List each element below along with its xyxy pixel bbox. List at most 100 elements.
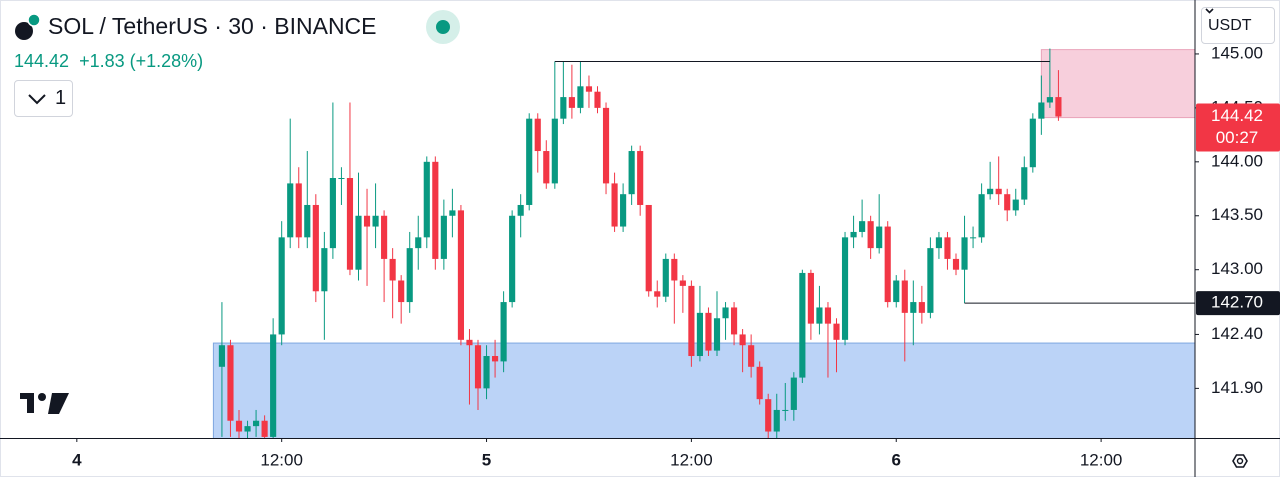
candle-body — [355, 215, 362, 270]
candle-body — [312, 204, 319, 292]
candle-body — [338, 178, 345, 180]
candle-body — [611, 183, 618, 227]
candle-body — [560, 97, 567, 119]
candle-body — [952, 258, 960, 270]
candle-body — [585, 86, 593, 92]
candle-body — [824, 307, 832, 324]
candle-body — [534, 118, 541, 152]
candle-body — [1055, 97, 1062, 117]
candle-body — [739, 334, 746, 346]
candle-body — [304, 204, 311, 238]
candle-body — [918, 302, 925, 313]
indicators-toggle[interactable]: 1 — [14, 80, 73, 117]
candle-body — [969, 237, 977, 239]
candle-body — [415, 237, 422, 249]
candle-body — [346, 178, 354, 270]
candle-body — [235, 420, 243, 432]
candle-body — [594, 91, 601, 108]
candle-body — [398, 280, 405, 303]
candle-body — [389, 258, 396, 281]
candle-body — [543, 151, 550, 184]
candle-body — [218, 345, 226, 367]
candle-body — [363, 215, 371, 227]
candle-body — [509, 215, 516, 303]
candle-body — [1021, 167, 1028, 200]
candle-body — [688, 285, 695, 357]
symbol-title: SOL / TetherUS · 30 · BINANCE — [48, 13, 377, 39]
currency: USDT — [1208, 17, 1252, 34]
candle-body — [637, 151, 644, 205]
candle-body — [449, 210, 456, 216]
candle-body — [287, 183, 294, 238]
last-price: 144.42 — [14, 51, 70, 71]
candle-body — [765, 399, 772, 432]
candle-body — [500, 302, 507, 362]
candle-body — [261, 420, 268, 437]
candle-body — [577, 86, 584, 108]
change: +1.83 — [79, 51, 125, 71]
x-tick-label: 12:00 — [1080, 450, 1123, 469]
candle-body — [1004, 194, 1011, 211]
candle-body — [406, 248, 413, 303]
candle-body — [483, 356, 490, 389]
candle-body — [440, 215, 447, 259]
last-price-label: 144.42 — [1211, 106, 1263, 125]
currency-button[interactable]: USDT — [1201, 7, 1275, 44]
candle-body — [654, 291, 661, 297]
candle-body — [756, 366, 763, 400]
candle-body — [910, 302, 917, 313]
symbol-icon — [15, 22, 33, 40]
candle-body — [730, 307, 738, 335]
candle-body — [252, 420, 260, 427]
level-label: 142.70 — [1211, 293, 1263, 312]
candle-body — [474, 345, 482, 389]
candle-body — [1038, 102, 1045, 119]
candle-body — [381, 215, 388, 259]
zone — [212, 342, 1195, 438]
candle-body — [227, 345, 234, 421]
level-label-bg — [1196, 291, 1280, 316]
candle-body — [816, 307, 823, 324]
candle-body — [748, 345, 755, 367]
candle-body — [457, 210, 465, 340]
candle-body — [628, 151, 635, 195]
x-tick-label: 4 — [72, 450, 82, 469]
candle-body — [329, 178, 336, 249]
last-price-bg — [1196, 103, 1280, 152]
candle-body — [790, 377, 797, 410]
y-tick-label: 142.40 — [1211, 324, 1263, 343]
candle-body — [517, 204, 524, 216]
candle-body — [295, 183, 302, 238]
candle-body — [807, 272, 814, 324]
candle-body — [551, 118, 558, 184]
candle-body — [696, 312, 704, 357]
axes: 141.90142.40143.00143.50144.00144.50145.… — [72, 43, 1280, 469]
settings-icon[interactable] — [1232, 454, 1248, 468]
candle-body — [893, 280, 900, 303]
candle-body — [466, 339, 473, 346]
candle-body — [773, 409, 780, 432]
x-tick-label: 12:00 — [260, 450, 303, 469]
candle-body — [833, 323, 840, 340]
exchange-icon — [27, 13, 41, 27]
candle-body — [850, 231, 857, 238]
candle-body — [867, 221, 874, 249]
candle-body — [713, 318, 721, 351]
y-tick-label: 143.00 — [1211, 259, 1263, 278]
candle-body — [705, 312, 712, 351]
candle-body — [987, 188, 994, 195]
candle-body — [884, 226, 891, 303]
candle-body — [1046, 97, 1053, 103]
candle-body — [423, 161, 430, 238]
candle-body — [901, 280, 908, 313]
candle-body — [995, 188, 1002, 195]
settings-icon-dot — [1236, 457, 1244, 465]
price-row: 144.42 +1.83 (+1.28%) — [14, 51, 203, 72]
candle-body — [620, 194, 627, 227]
candle-body — [602, 107, 610, 184]
status-dot — [436, 20, 450, 34]
zone — [1040, 49, 1195, 119]
y-tick-label: 143.50 — [1211, 205, 1263, 224]
